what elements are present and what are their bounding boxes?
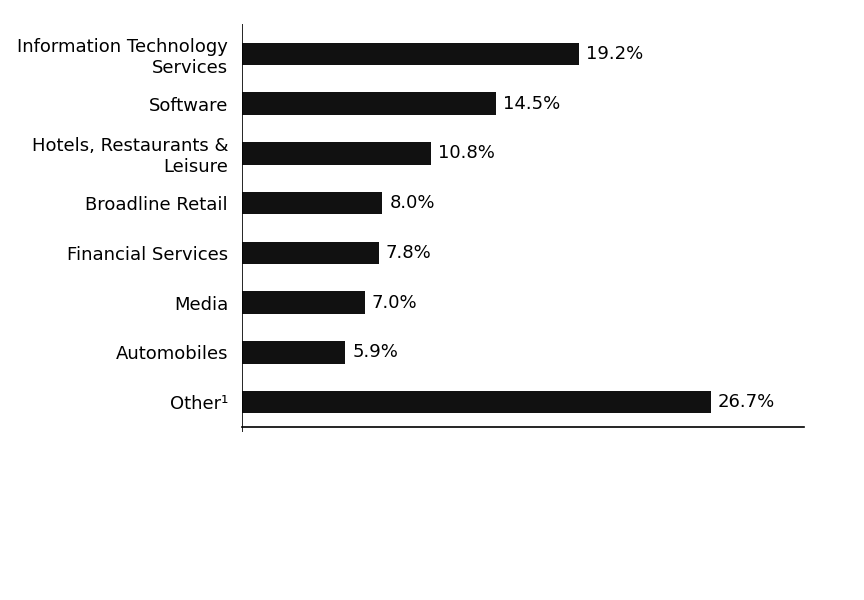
Bar	[242, 92, 497, 115]
Bar	[242, 341, 346, 364]
Text: 14.5%: 14.5%	[504, 95, 561, 113]
Text: 8.0%: 8.0%	[390, 194, 435, 212]
Text: 5.9%: 5.9%	[353, 343, 398, 361]
Bar	[242, 142, 431, 164]
Bar	[242, 192, 383, 214]
Bar	[242, 391, 710, 413]
Text: 19.2%: 19.2%	[586, 45, 643, 63]
Bar	[242, 43, 579, 65]
Text: 7.8%: 7.8%	[386, 244, 432, 262]
Text: 26.7%: 26.7%	[717, 393, 775, 411]
Text: 7.0%: 7.0%	[372, 293, 417, 311]
Bar	[242, 292, 365, 314]
Bar	[242, 242, 378, 264]
Text: 10.8%: 10.8%	[439, 145, 495, 163]
